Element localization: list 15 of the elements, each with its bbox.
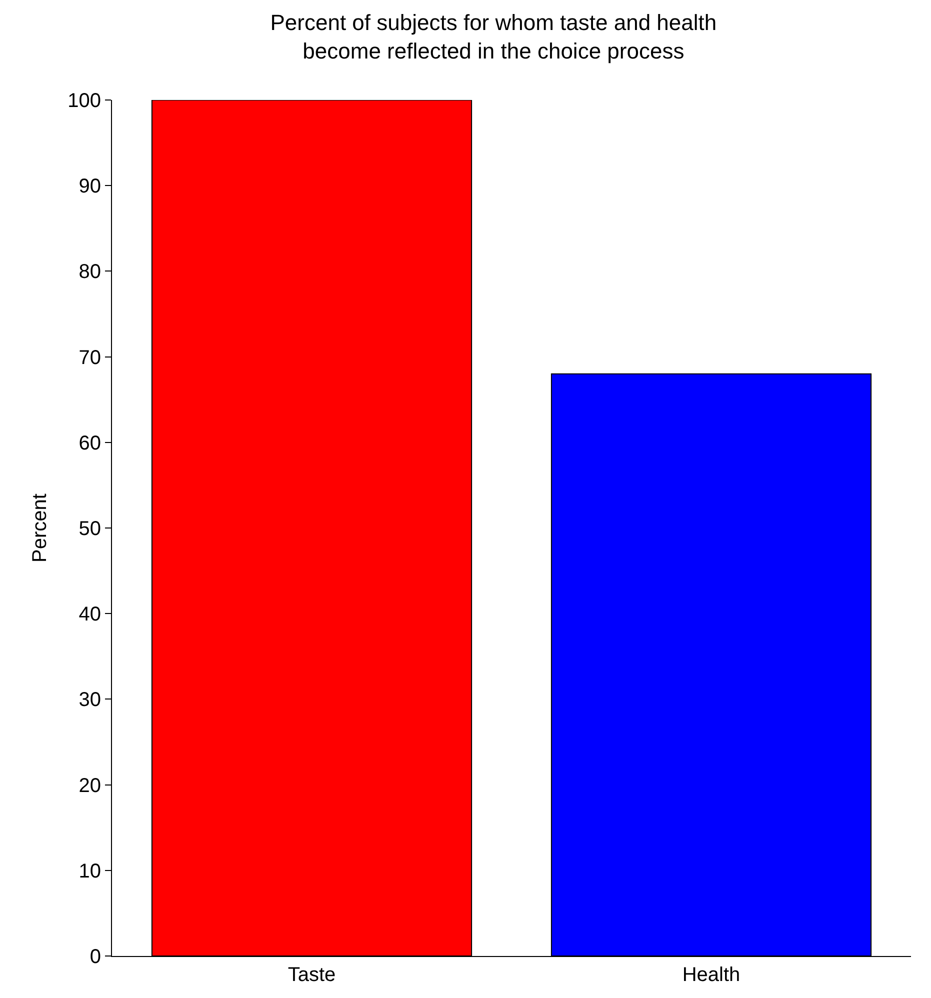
x-tick-label: Health	[682, 964, 740, 986]
y-tick-label: 100	[68, 90, 101, 112]
y-tick-label: 80	[78, 261, 101, 284]
y-tick-label: 40	[78, 604, 101, 626]
y-axis-title: Percent	[29, 493, 52, 562]
x-tick-label: Taste	[288, 964, 336, 986]
y-tick-label: 50	[78, 518, 101, 540]
y-tick-label: 20	[78, 774, 101, 797]
y-tick-label: 90	[78, 176, 101, 198]
y-tick-label: 60	[78, 432, 101, 454]
y-tick-label: 10	[78, 860, 101, 882]
y-tick-label: 70	[78, 346, 101, 369]
y-tick-label: 0	[90, 946, 101, 968]
y-tick-label: 30	[78, 689, 101, 712]
chart-title: Percent of subjects for whom taste and health become reflected in the choice process	[270, 10, 717, 64]
